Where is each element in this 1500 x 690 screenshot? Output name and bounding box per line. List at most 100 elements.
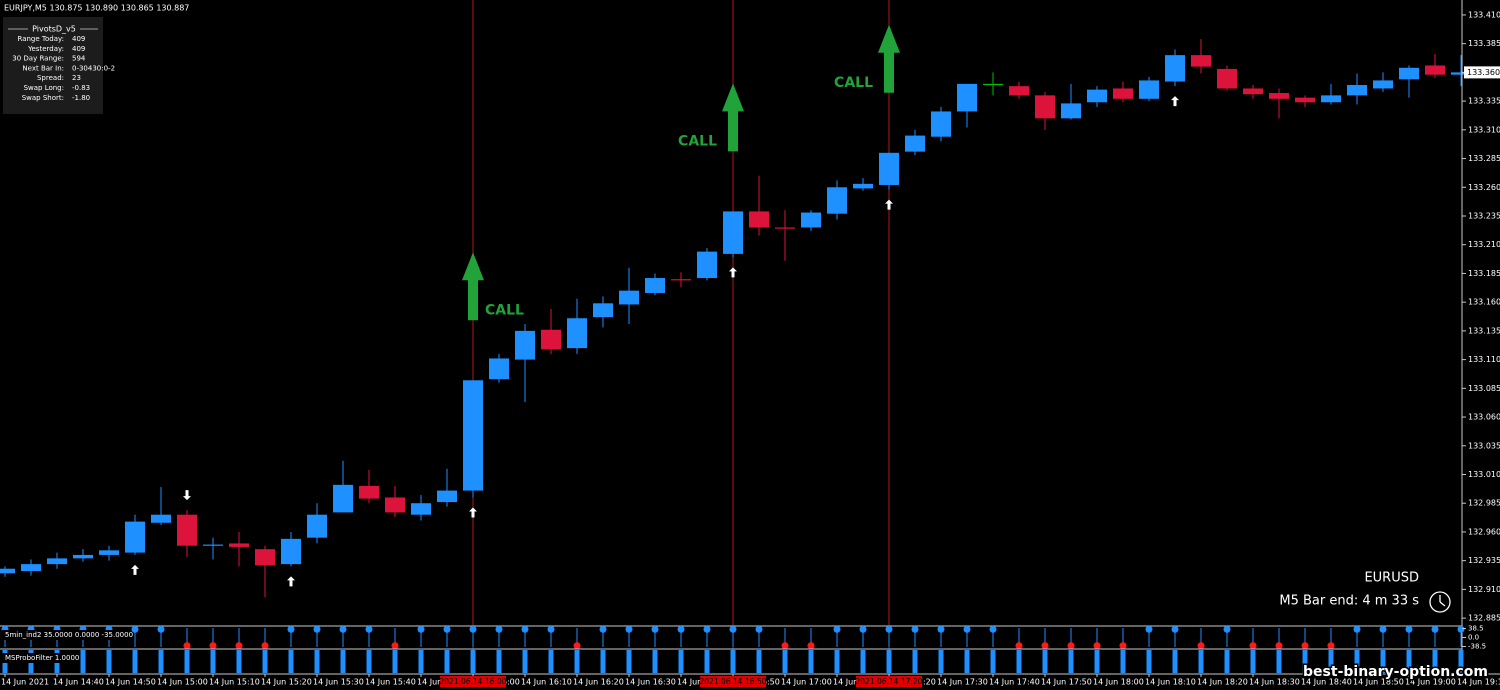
indicator-dot [1197,642,1205,650]
candle-body [1269,93,1289,99]
x-tick-label: 14 Jun 16:20 [573,678,624,687]
candle-body [983,83,1003,86]
indicator-dot [1119,642,1127,650]
indicator-bar [184,650,190,673]
indicator-bar [678,650,684,673]
candle-body [697,251,717,279]
indicator-dot [391,642,399,650]
indicator-bar [496,650,502,673]
indicator-dot [677,625,685,633]
x-tick-label: 14 Jun 18:20 [1197,678,1248,687]
candle-body [905,135,925,152]
indicator-bar [782,650,788,673]
indicator-bar [470,650,476,673]
x-tick-label: 14 Jun 15:30 [313,678,364,687]
y-tick-label: 0.0 [1468,634,1479,642]
y-tick-label: 133.135 [1468,326,1500,335]
info-rows: Range Today: 409 Yesterday: 409 30 Day Range… [12,35,115,102]
indicator-bar [340,650,346,673]
indicator-dot [365,625,373,633]
candle-body [0,568,15,574]
clock-face [1429,591,1451,613]
bar-end: M5 Bar end: 4 m 33 s [1279,594,1419,609]
call-label: CALL [834,75,873,91]
vline-label-box [440,676,506,687]
indicator-dot [1457,625,1465,633]
indicator-dot [313,625,321,633]
candle-body [1451,72,1471,75]
info-label: 30 Day Range: [12,55,64,63]
indicator-bar [158,650,164,673]
vline-label-box [700,676,766,687]
indicator-dot [521,625,529,633]
candle-body [1087,89,1107,103]
indicator-dot [1275,642,1283,650]
overlay-symbol: EURUSD [1364,571,1419,586]
indicator-bar [808,650,814,673]
y-tick-label: 132.985 [1468,499,1500,508]
indicator-dot [1379,625,1387,633]
indicator-bar [1380,650,1386,673]
candle-body [879,152,899,185]
y-tick-label: 133.210 [1468,240,1500,249]
y-tick-label: 133.335 [1468,97,1500,106]
indicator-dot [339,625,347,633]
y-tick-label: 133.410 [1468,10,1500,19]
indicator-dot [157,625,165,633]
call-label: CALL [678,133,717,149]
x-tick-label: 14 Jun 15:10 [209,678,260,687]
indicator-bar [106,650,112,673]
indicator-dot [885,625,893,633]
indicator-dot [1093,642,1101,650]
up-signal [131,564,139,575]
indicator-bar [418,650,424,673]
candle-body [1139,80,1159,99]
info-panel [3,17,103,114]
vline-label: 2021.06.14 16:00 [440,677,507,686]
indicator-bar [1250,650,1256,673]
panel-title-box [2,653,80,663]
indicator-bar [1328,650,1334,673]
indicator-bar [730,650,736,673]
indicator-dot [1223,625,1231,633]
info-value: 0-30430:0-2 [72,64,115,72]
indicator-dot [1015,642,1023,650]
indicator-bar [80,650,86,673]
candle-body [229,543,249,547]
indicator-dot [833,625,841,633]
x-tick-label: 14 Jun 2021 [1,678,49,687]
call-arrow [462,252,484,321]
indicator-dot [755,625,763,633]
indicator-bar [704,650,710,673]
y-tick-label: 132.910 [1468,585,1500,594]
indicator-dot [703,625,711,633]
candle-body [1425,65,1445,75]
indicator-dot [547,625,555,633]
candle-body [1321,95,1341,103]
up-signal [729,267,737,278]
indicator-bar [1120,650,1126,673]
indicator-bar [1198,650,1204,673]
candle-body [437,490,457,503]
candle-body [255,549,275,566]
candle-body [1035,95,1055,119]
indicator-bar [1068,650,1074,673]
candle-body [281,538,301,565]
y-tick-label: 133.260 [1468,183,1500,192]
candle-body [411,503,431,515]
candle-body [463,380,483,491]
indicator-bar [1172,650,1178,673]
candle-body [1243,88,1263,95]
candle-body [931,111,951,137]
y-tick-label: 133.060 [1468,413,1500,422]
y-tick-label: 133.235 [1468,211,1500,220]
indicator-dot [235,642,243,650]
x-tick-label: 14 Jun 19:00 [1405,678,1456,687]
candle-body [827,187,847,214]
x-tick-label: 14 Jun 19:10 [1457,678,1500,687]
indicator-bar [756,650,762,673]
y-tick-label: 132.960 [1468,527,1500,536]
info-value: -1.80 [72,94,90,102]
candle-body [125,521,145,553]
